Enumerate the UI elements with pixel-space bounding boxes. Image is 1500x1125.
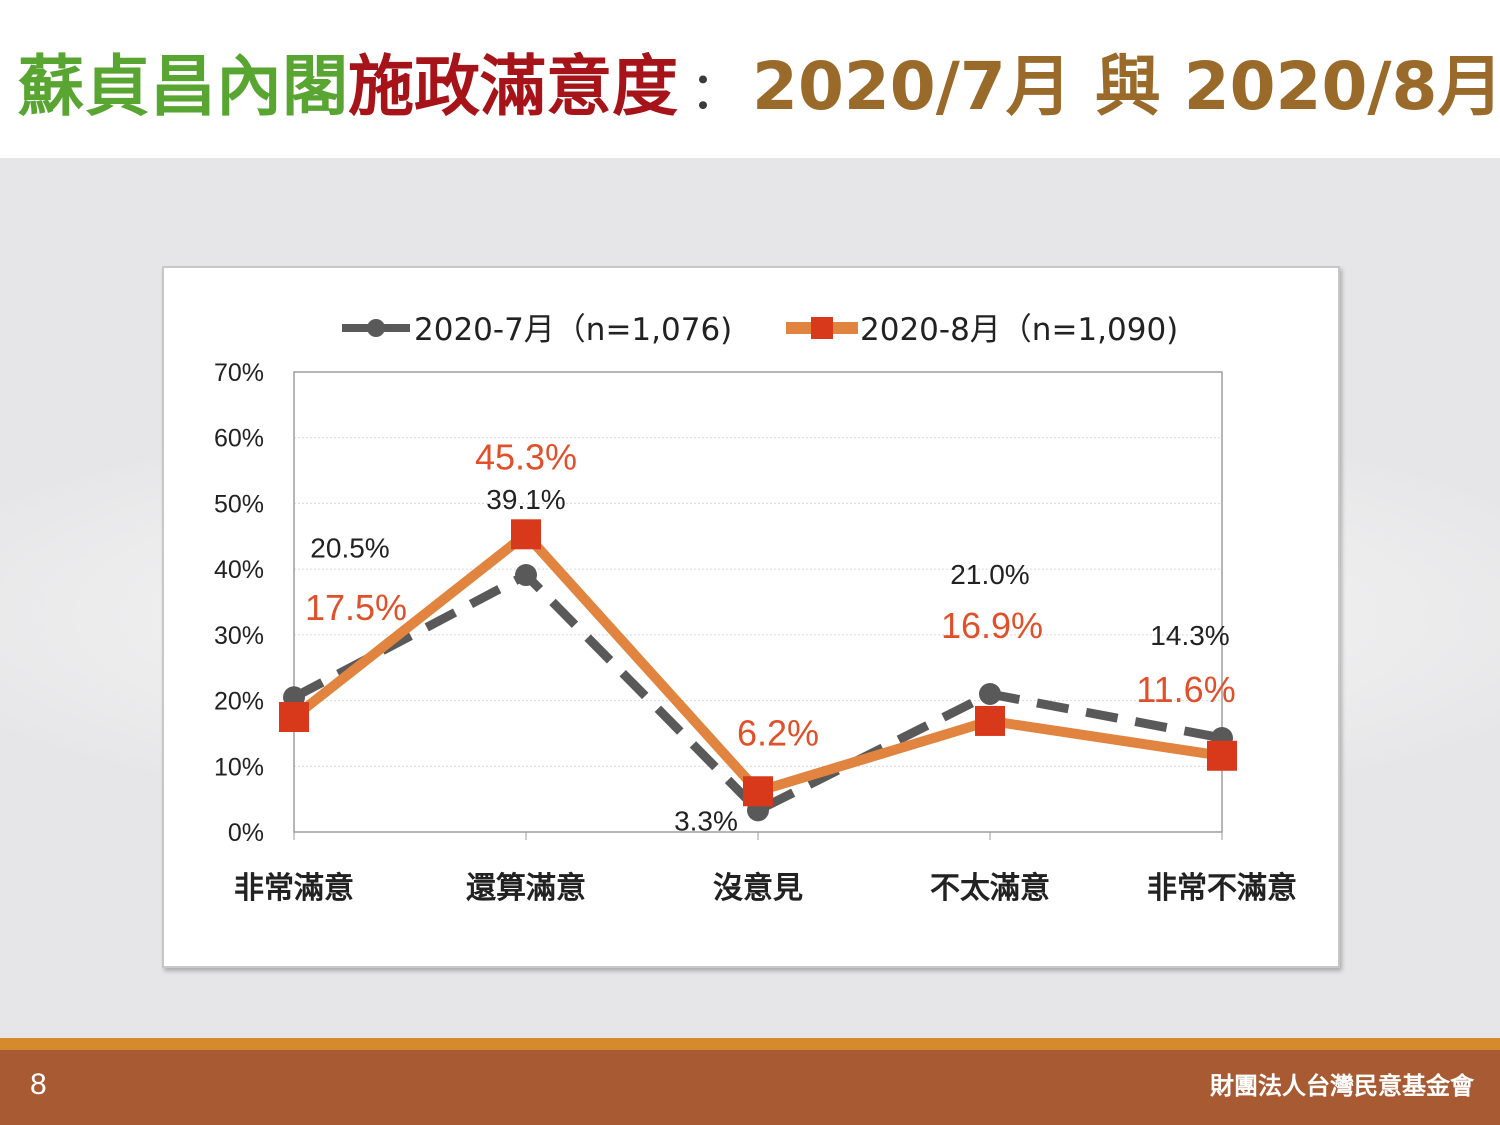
data-label-2020-07: 20.5%	[310, 532, 389, 563]
y-tick-label: 10%	[214, 753, 264, 781]
x-category-label: 非常滿意	[234, 871, 354, 906]
data-label-2020-07: 21.0%	[950, 559, 1029, 590]
legend-marker-2020-08	[811, 317, 833, 339]
data-label-2020-08: 6.2%	[737, 712, 819, 753]
x-category-label: 非常不滿意	[1147, 871, 1297, 906]
point-2020-08	[743, 776, 773, 807]
title-bar: 蘇貞昌內閣施政滿意度： 2020/7月 與 2020/8月	[0, 0, 1500, 158]
y-tick-label: 20%	[214, 688, 264, 716]
point-2020-08	[1207, 740, 1237, 771]
data-label-2020-07: 39.1%	[486, 484, 565, 515]
title-part-period: 2020/7月 與 2020/8月	[752, 48, 1500, 125]
y-tick-label: 0%	[228, 819, 264, 847]
x-category-label: 還算滿意	[466, 871, 586, 906]
page-number: 8	[30, 1068, 47, 1101]
title-part-cabinet: 蘇貞昌內閣	[18, 48, 348, 125]
series-line-2020-07	[291, 570, 1223, 815]
data-label-2020-07: 14.3%	[1150, 620, 1229, 651]
data-label-2020-08: 45.3%	[475, 436, 577, 477]
footer-bar	[0, 1050, 1500, 1125]
footer-stripe	[0, 1038, 1500, 1050]
data-label-2020-08: 16.9%	[941, 605, 1043, 646]
legend-label-2020-08: 2020-8月（n=1,090)	[860, 312, 1178, 348]
chart-frame: 0% 10% 20% 30% 40% 50% 60% 70% 非常滿意 還算滿意 沒意見 不太滿意 非常…	[162, 266, 1340, 968]
y-tick-label: 50%	[214, 490, 264, 518]
point-2020-08	[511, 519, 541, 550]
y-tick-label: 60%	[214, 425, 264, 453]
data-label-2020-07: 3.3%	[674, 805, 738, 836]
legend-marker-2020-07	[367, 319, 385, 337]
point-2020-07	[515, 564, 537, 587]
y-tick-label: 30%	[214, 622, 264, 650]
y-tick-label: 40%	[214, 556, 264, 584]
point-2020-07	[979, 683, 1001, 705]
data-label-2020-08: 11.6%	[1136, 669, 1235, 710]
title-separator: ：	[690, 62, 743, 122]
x-category-label: 不太滿意	[930, 871, 1050, 906]
title-part-satisfaction: 施政滿意度	[348, 48, 678, 125]
slide-title: 蘇貞昌內閣施政滿意度： 2020/7月 與 2020/8月	[18, 42, 1500, 132]
point-2020-08	[279, 702, 309, 732]
line-chart: 0% 10% 20% 30% 40% 50% 60% 70% 非常滿意 還算滿意 沒意見 不太滿意 非常…	[214, 312, 1297, 906]
data-label-2020-08: 17.5%	[305, 587, 407, 628]
x-category-label: 沒意見	[713, 871, 803, 906]
point-2020-08	[975, 705, 1005, 736]
y-tick-label: 70%	[214, 359, 264, 387]
organization-name: 財團法人台灣民意基金會	[1210, 1072, 1474, 1100]
legend-label-2020-07: 2020-7月（n=1,076)	[414, 312, 732, 348]
